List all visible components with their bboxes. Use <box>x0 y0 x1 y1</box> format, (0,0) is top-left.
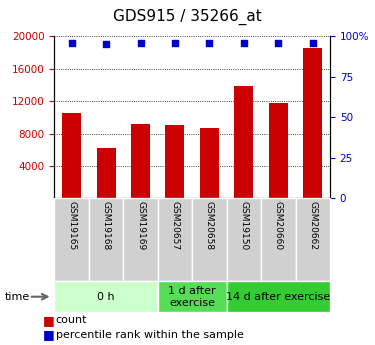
Bar <box>97 148 116 198</box>
Bar <box>62 113 81 198</box>
Bar <box>131 124 150 198</box>
Text: GSM20657: GSM20657 <box>171 201 180 250</box>
Text: 0 h: 0 h <box>97 292 115 302</box>
Bar <box>89 198 123 281</box>
Bar <box>54 281 158 312</box>
Bar <box>226 281 330 312</box>
Text: GSM20660: GSM20660 <box>274 201 283 250</box>
Text: percentile rank within the sample: percentile rank within the sample <box>56 330 243 339</box>
Point <box>310 40 316 46</box>
Text: 1 d after
exercise: 1 d after exercise <box>168 286 216 307</box>
Text: GSM19168: GSM19168 <box>102 201 111 250</box>
Bar <box>226 198 261 281</box>
Point <box>103 41 109 47</box>
Text: GSM19169: GSM19169 <box>136 201 145 250</box>
Bar <box>123 198 158 281</box>
Text: ■: ■ <box>43 328 55 341</box>
Text: GSM19165: GSM19165 <box>67 201 76 250</box>
Text: time: time <box>4 292 30 302</box>
Bar <box>192 198 226 281</box>
Text: ■: ■ <box>43 314 55 327</box>
Bar <box>158 198 192 281</box>
Bar <box>303 48 322 198</box>
Bar <box>200 128 219 198</box>
Point <box>206 40 212 46</box>
Text: 14 d after exercise: 14 d after exercise <box>226 292 330 302</box>
Bar <box>296 198 330 281</box>
Bar <box>158 281 226 312</box>
Bar <box>234 87 254 198</box>
Text: GSM20662: GSM20662 <box>308 201 317 250</box>
Text: GDS915 / 35266_at: GDS915 / 35266_at <box>113 9 262 25</box>
Bar <box>165 125 184 198</box>
Bar <box>269 103 288 198</box>
Bar <box>261 198 296 281</box>
Bar <box>54 198 89 281</box>
Text: GSM19150: GSM19150 <box>239 201 248 250</box>
Point <box>241 40 247 46</box>
Point <box>172 40 178 46</box>
Text: count: count <box>56 315 87 325</box>
Point <box>138 40 144 46</box>
Point <box>69 40 75 46</box>
Point <box>275 40 281 46</box>
Text: GSM20658: GSM20658 <box>205 201 214 250</box>
